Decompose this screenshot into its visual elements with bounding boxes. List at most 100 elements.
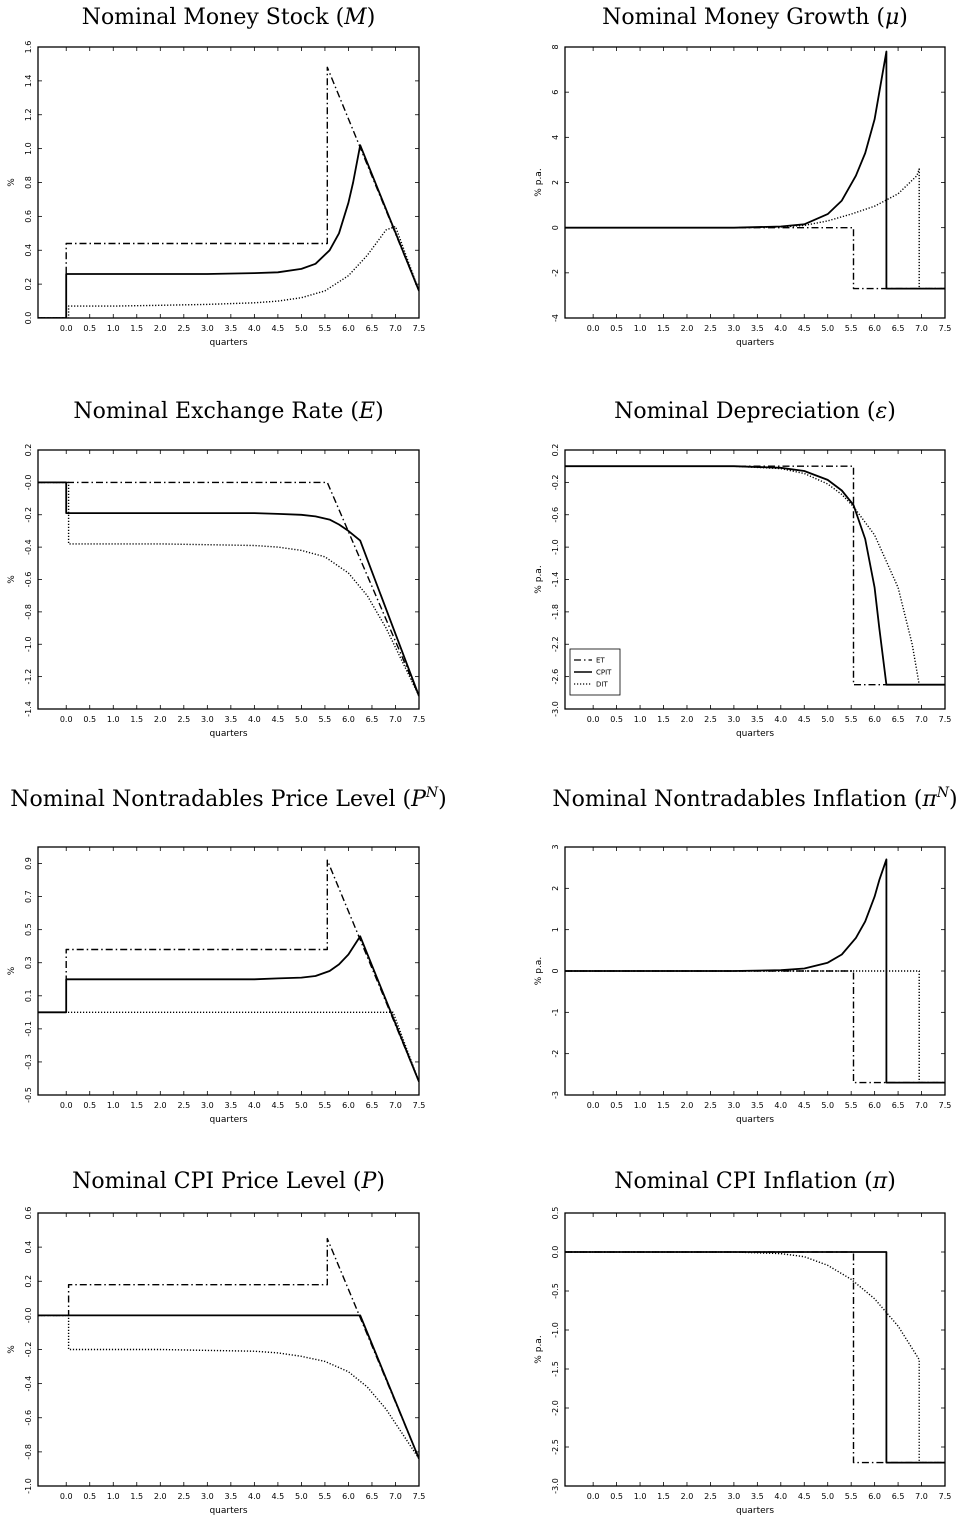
y-tick-label: -1.0 [24, 636, 33, 652]
x-tick-label: 2.5 [704, 1492, 717, 1501]
x-tick-label: 7.5 [939, 715, 952, 724]
x-tick-label: 6.5 [366, 1492, 379, 1501]
x-tick-label: 6.0 [342, 1101, 355, 1110]
x-tick-label: 2.0 [154, 1492, 167, 1501]
series-line-dit [565, 970, 945, 1084]
x-tick-label: 7.0 [389, 324, 402, 333]
y-tick-label: -0.2 [24, 507, 33, 523]
x-tick-label: 0.5 [83, 715, 96, 724]
x-tick-label: 0.5 [610, 324, 623, 333]
x-tick-label: 5.5 [319, 1101, 332, 1110]
series-line-dit [38, 1314, 419, 1460]
x-tick-label: 4.5 [798, 324, 811, 333]
x-tick-label: 4.5 [272, 1492, 285, 1501]
series-line-et [38, 859, 419, 1083]
y-tick-label: 1 [551, 927, 560, 932]
y-tick-label: 0.1 [24, 989, 33, 1002]
series-line-cpit [565, 50, 945, 290]
y-axis-label: % [7, 1345, 17, 1354]
series-line-et [565, 1251, 945, 1464]
x-tick-label: 7.0 [915, 1492, 928, 1501]
y-tick-label: -2.5 [551, 1439, 560, 1455]
x-tick-label: 1.0 [107, 1492, 120, 1501]
x-tick-label: 5.0 [295, 1101, 308, 1110]
x-tick-label: 5.5 [319, 1492, 332, 1501]
series-line-dit [38, 1011, 419, 1083]
y-tick-label: -2 [551, 269, 560, 277]
y-tick-label: 0 [551, 968, 560, 973]
series-line-dit [565, 1251, 945, 1464]
x-axis-label: quarters [736, 338, 774, 348]
y-tick-label: 0.6 [24, 1207, 33, 1220]
y-tick-label: -0.4 [24, 539, 33, 555]
x-tick-label: 6.0 [868, 1492, 881, 1501]
y-tick-label: 0.2 [24, 1275, 33, 1288]
x-tick-label: 2.0 [154, 715, 167, 724]
x-tick-label: 7.5 [413, 324, 426, 333]
chart-panel-2: Nominal Money Growth (μ) 0.0 0.5 1.0 1.5 2.0 2… [534, 5, 951, 348]
y-tick-label: 1.4 [24, 75, 33, 88]
y-axis-label: % p.a. [534, 957, 544, 985]
x-tick-label: 3.0 [201, 1101, 214, 1110]
y-tick-label: 0.2 [551, 444, 560, 457]
plot-frame [564, 46, 946, 319]
y-tick-label: -1.0 [551, 539, 560, 555]
y-axis-label: % p.a. [534, 1335, 544, 1363]
x-tick-label: 3.0 [728, 715, 741, 724]
series-line-et [565, 970, 945, 1084]
x-tick-label: 4.0 [248, 715, 261, 724]
x-tick-label: 7.5 [939, 1492, 952, 1501]
x-tick-label: 7.5 [413, 715, 426, 724]
y-axis-label: % p.a. [534, 565, 544, 593]
x-tick-label: 0.5 [83, 324, 96, 333]
x-tick-label: 1.5 [130, 715, 143, 724]
x-tick-label: 4.0 [248, 324, 261, 333]
y-tick-label: 2 [551, 180, 560, 185]
x-tick-label: 4.0 [248, 1492, 261, 1501]
chart-title: Nominal Nontradables Price Level (PN) [10, 785, 447, 812]
x-tick-label: 0.0 [60, 1492, 73, 1501]
x-tick-label: 7.5 [413, 1101, 426, 1110]
chart-title: Nominal CPI Inflation (π) [614, 1169, 896, 1194]
x-tick-label: 3.5 [224, 715, 237, 724]
y-tick-label: -1.8 [551, 604, 560, 620]
x-tick-label: 0.5 [610, 1101, 623, 1110]
y-tick-label: -0.6 [24, 572, 33, 588]
y-tick-label: 8 [551, 44, 560, 49]
x-tick-label: 4.0 [774, 324, 787, 333]
x-tick-label: 5.0 [295, 715, 308, 724]
x-tick-label: 4.0 [774, 1101, 787, 1110]
y-axis-label: % [7, 966, 17, 975]
y-tick-label: -0.4 [24, 1376, 33, 1392]
x-tick-label: 2.0 [681, 715, 694, 724]
x-tick-label: 3.5 [224, 1492, 237, 1501]
x-tick-label: 6.0 [342, 1492, 355, 1501]
chart-panel-1: Nominal Money Stock (M) 0.0 0.5 1.0 1.5 2.0 2.… [7, 5, 425, 348]
y-tick-label: 0.5 [551, 1207, 560, 1220]
x-tick-label: 3.5 [751, 1101, 764, 1110]
y-tick-label: -0.6 [24, 1410, 33, 1426]
x-axis-label: quarters [209, 1115, 247, 1125]
x-tick-label: 1.5 [657, 715, 670, 724]
x-tick-label: 3.0 [201, 715, 214, 724]
y-tick-label: -0.5 [551, 1283, 560, 1299]
plot-frame [37, 449, 420, 710]
y-tick-label: -0.1 [24, 1021, 33, 1037]
x-axis-label: quarters [209, 1506, 247, 1516]
x-tick-label: 5.5 [845, 324, 858, 333]
x-tick-label: 2.0 [681, 1101, 694, 1110]
chart-title: Nominal CPI Price Level (P) [72, 1169, 385, 1194]
plot-frame [564, 449, 946, 710]
x-tick-label: 1.5 [657, 324, 670, 333]
y-tick-label: 3 [551, 844, 560, 849]
chart-panel-6: Nominal Nontradables Inflation (πN) 0.0 0.… [534, 785, 956, 1125]
y-tick-label: -4 [551, 314, 560, 322]
y-tick-label: -1.4 [551, 572, 560, 588]
x-tick-label: 6.0 [342, 715, 355, 724]
x-tick-label: 2.0 [681, 1492, 694, 1501]
y-tick-label: -3.0 [551, 1478, 560, 1494]
y-tick-label: 1.2 [24, 108, 33, 121]
series-line-cpit [38, 481, 419, 697]
series-line-et [565, 465, 945, 686]
x-tick-label: 7.0 [915, 715, 928, 724]
